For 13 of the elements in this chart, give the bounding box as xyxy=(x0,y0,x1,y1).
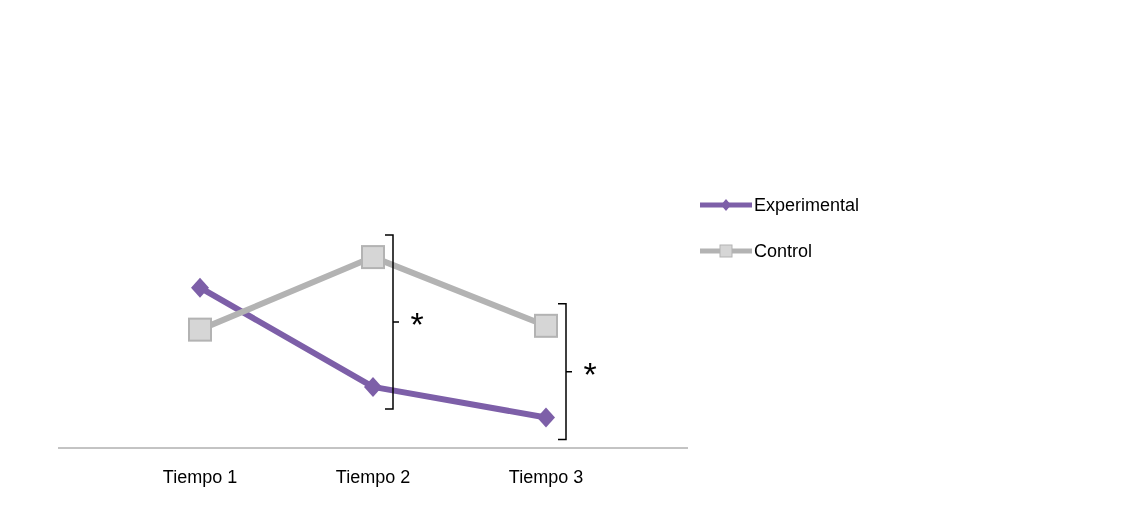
point xyxy=(534,313,558,338)
point xyxy=(191,277,209,298)
x-tick-label: Tiempo 2 xyxy=(335,466,411,487)
legend-label: Control xyxy=(754,240,813,262)
legend-label: Experimental xyxy=(754,194,860,216)
annotation: * xyxy=(410,305,424,343)
point xyxy=(364,376,382,397)
x-tick-label: Tiempo 1 xyxy=(162,466,238,487)
point xyxy=(188,317,212,342)
point xyxy=(537,407,555,428)
point xyxy=(361,245,385,270)
x-tick-label: Tiempo 3 xyxy=(508,466,584,487)
annotation: * xyxy=(583,354,597,393)
